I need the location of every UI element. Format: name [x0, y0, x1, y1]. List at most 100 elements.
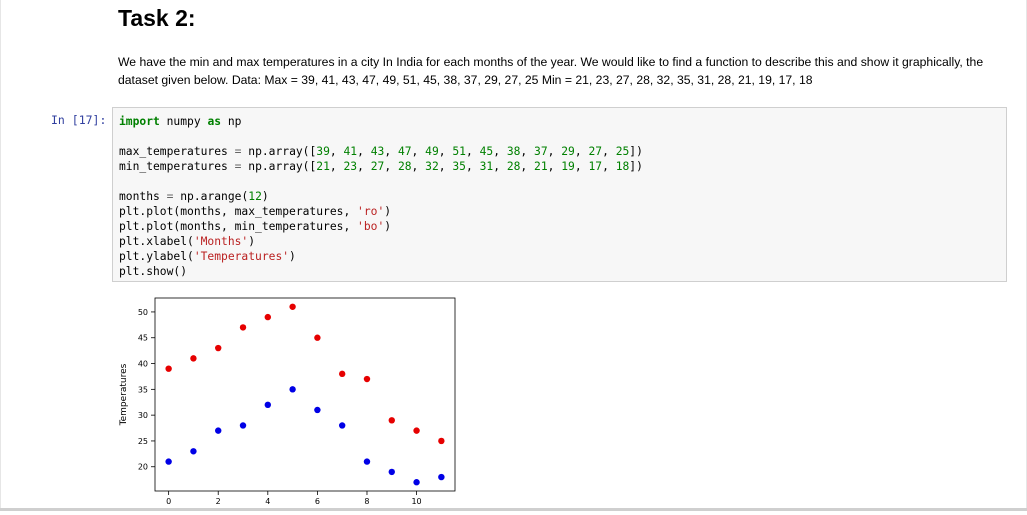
code-token: np.array([ [248, 145, 317, 158]
code-token: plt.xlabel( [119, 235, 194, 248]
code-string: 'Temperatures' [193, 250, 290, 263]
code-string: 'Months' [193, 235, 249, 248]
code-number: 37 [534, 145, 548, 158]
axes-frame [154, 297, 456, 492]
min-temperature-point [438, 473, 445, 481]
code-number: 41 [343, 145, 358, 158]
code-number: 25 [615, 145, 630, 158]
x-tick-label: 6 [315, 497, 320, 506]
code-token: np.arange( [180, 190, 249, 203]
max-temperature-point [413, 427, 420, 434]
code-token: ]) [629, 160, 643, 173]
y-tick-label: 50 [138, 308, 148, 317]
min-temperature-point [413, 479, 420, 486]
y-tick-label: 20 [138, 463, 148, 472]
code-token: np.array([ [248, 160, 317, 173]
code-number: 17 [588, 160, 603, 173]
notebook-left-border [0, 0, 1, 511]
task-description: We have the min and max temperatures in … [118, 55, 984, 87]
min-temperature-point [190, 448, 197, 455]
x-tick-label: 10 [411, 497, 421, 506]
min-temperature-point [215, 427, 222, 434]
code-cell[interactable]: import numpy as np max_temperatures = np… [112, 107, 1007, 282]
code-token: ) [248, 235, 256, 248]
code-string: 'bo' [357, 220, 385, 233]
code-token: ) [384, 220, 392, 233]
max-temperature-point [289, 303, 296, 310]
max-temperature-point [264, 313, 272, 321]
task-heading: Task 2: [118, 5, 196, 31]
code-number: 21 [534, 160, 548, 173]
code-token: ) [261, 190, 269, 203]
y-tick-label: 30 [138, 411, 148, 420]
code-number: 47 [397, 145, 412, 158]
x-tick-label: 2 [216, 497, 221, 506]
code-number: 51 [452, 145, 466, 158]
max-temperature-point [438, 437, 445, 445]
code-token: plt.plot(months, min_temperatures, [119, 220, 358, 233]
code-token: import [119, 115, 160, 128]
code-token: ) [384, 205, 392, 218]
code-number: 32 [425, 160, 439, 173]
code-number: 38 [506, 145, 521, 158]
scatter-plot: 20 25 30 35 40 45 50 0 2 4 6 8 10 Temperatures [119, 297, 456, 506]
code-token: months [119, 190, 160, 203]
code-number: 18 [615, 160, 630, 173]
max-temperature-point [388, 417, 395, 424]
min-temperature-point [264, 401, 272, 409]
y-tick-label: 25 [138, 437, 148, 446]
x-axis-ticks: 0 2 4 6 8 10 [166, 491, 422, 506]
code-number: 39 [316, 145, 330, 158]
horizontal-scrollbar[interactable] [0, 508, 1027, 511]
code-number: 29 [561, 145, 575, 158]
code-token: = [166, 190, 174, 203]
x-tick-label: 0 [166, 497, 171, 506]
min-temperature-point [239, 422, 247, 429]
code-token: = [234, 160, 242, 173]
max-temperature-point [215, 344, 222, 352]
code-token: min_temperatures [119, 160, 228, 173]
code-token: ]) [629, 145, 643, 158]
code-token: np [227, 115, 242, 128]
max-temperature-point [239, 324, 247, 331]
max-temperature-point [190, 355, 197, 362]
code-number: 28 [397, 160, 412, 173]
min-temperature-point [338, 422, 346, 429]
min-temperature-point [388, 468, 395, 476]
y-tick-label: 35 [138, 385, 148, 394]
code-number: 12 [248, 190, 262, 203]
code-token: plt.ylabel( [119, 250, 194, 263]
y-tick-label: 40 [138, 360, 148, 369]
cell-prompt: In [17]: [51, 113, 107, 127]
min-temperature-point [363, 458, 371, 465]
max-temperature-point [314, 334, 321, 341]
min-temperature-point [289, 386, 296, 393]
code-number: 19 [561, 160, 575, 173]
code-number: 45 [479, 145, 494, 158]
code-number: 27 [588, 145, 603, 158]
min-temperature-point [165, 458, 172, 465]
min-temperature-point [314, 406, 321, 414]
y-axis-label: Temperatures [119, 363, 129, 426]
plot-output: 20 25 30 35 40 45 50 0 2 4 6 8 10 Temperatures [112, 296, 462, 510]
max-temperature-point [338, 370, 346, 378]
code-token: as [207, 115, 222, 128]
code-editor[interactable]: import numpy as np max_temperatures = np… [119, 115, 643, 278]
code-number: 21 [316, 160, 330, 173]
code-number: 35 [452, 160, 466, 173]
code-number: 31 [479, 160, 494, 173]
max-temperature-point [165, 365, 172, 372]
code-number: 27 [370, 160, 385, 173]
code-token: max_temperatures [119, 145, 228, 158]
code-number: 43 [370, 145, 385, 158]
code-number: 49 [425, 145, 439, 158]
code-number: 28 [506, 160, 521, 173]
code-string: 'ro' [357, 205, 385, 218]
x-tick-label: 8 [364, 497, 369, 506]
y-tick-label: 45 [138, 334, 148, 343]
data-points [165, 303, 445, 486]
x-tick-label: 4 [265, 497, 270, 506]
code-token: ) [289, 250, 296, 263]
code-token: numpy [166, 115, 201, 128]
code-token: = [234, 145, 242, 158]
